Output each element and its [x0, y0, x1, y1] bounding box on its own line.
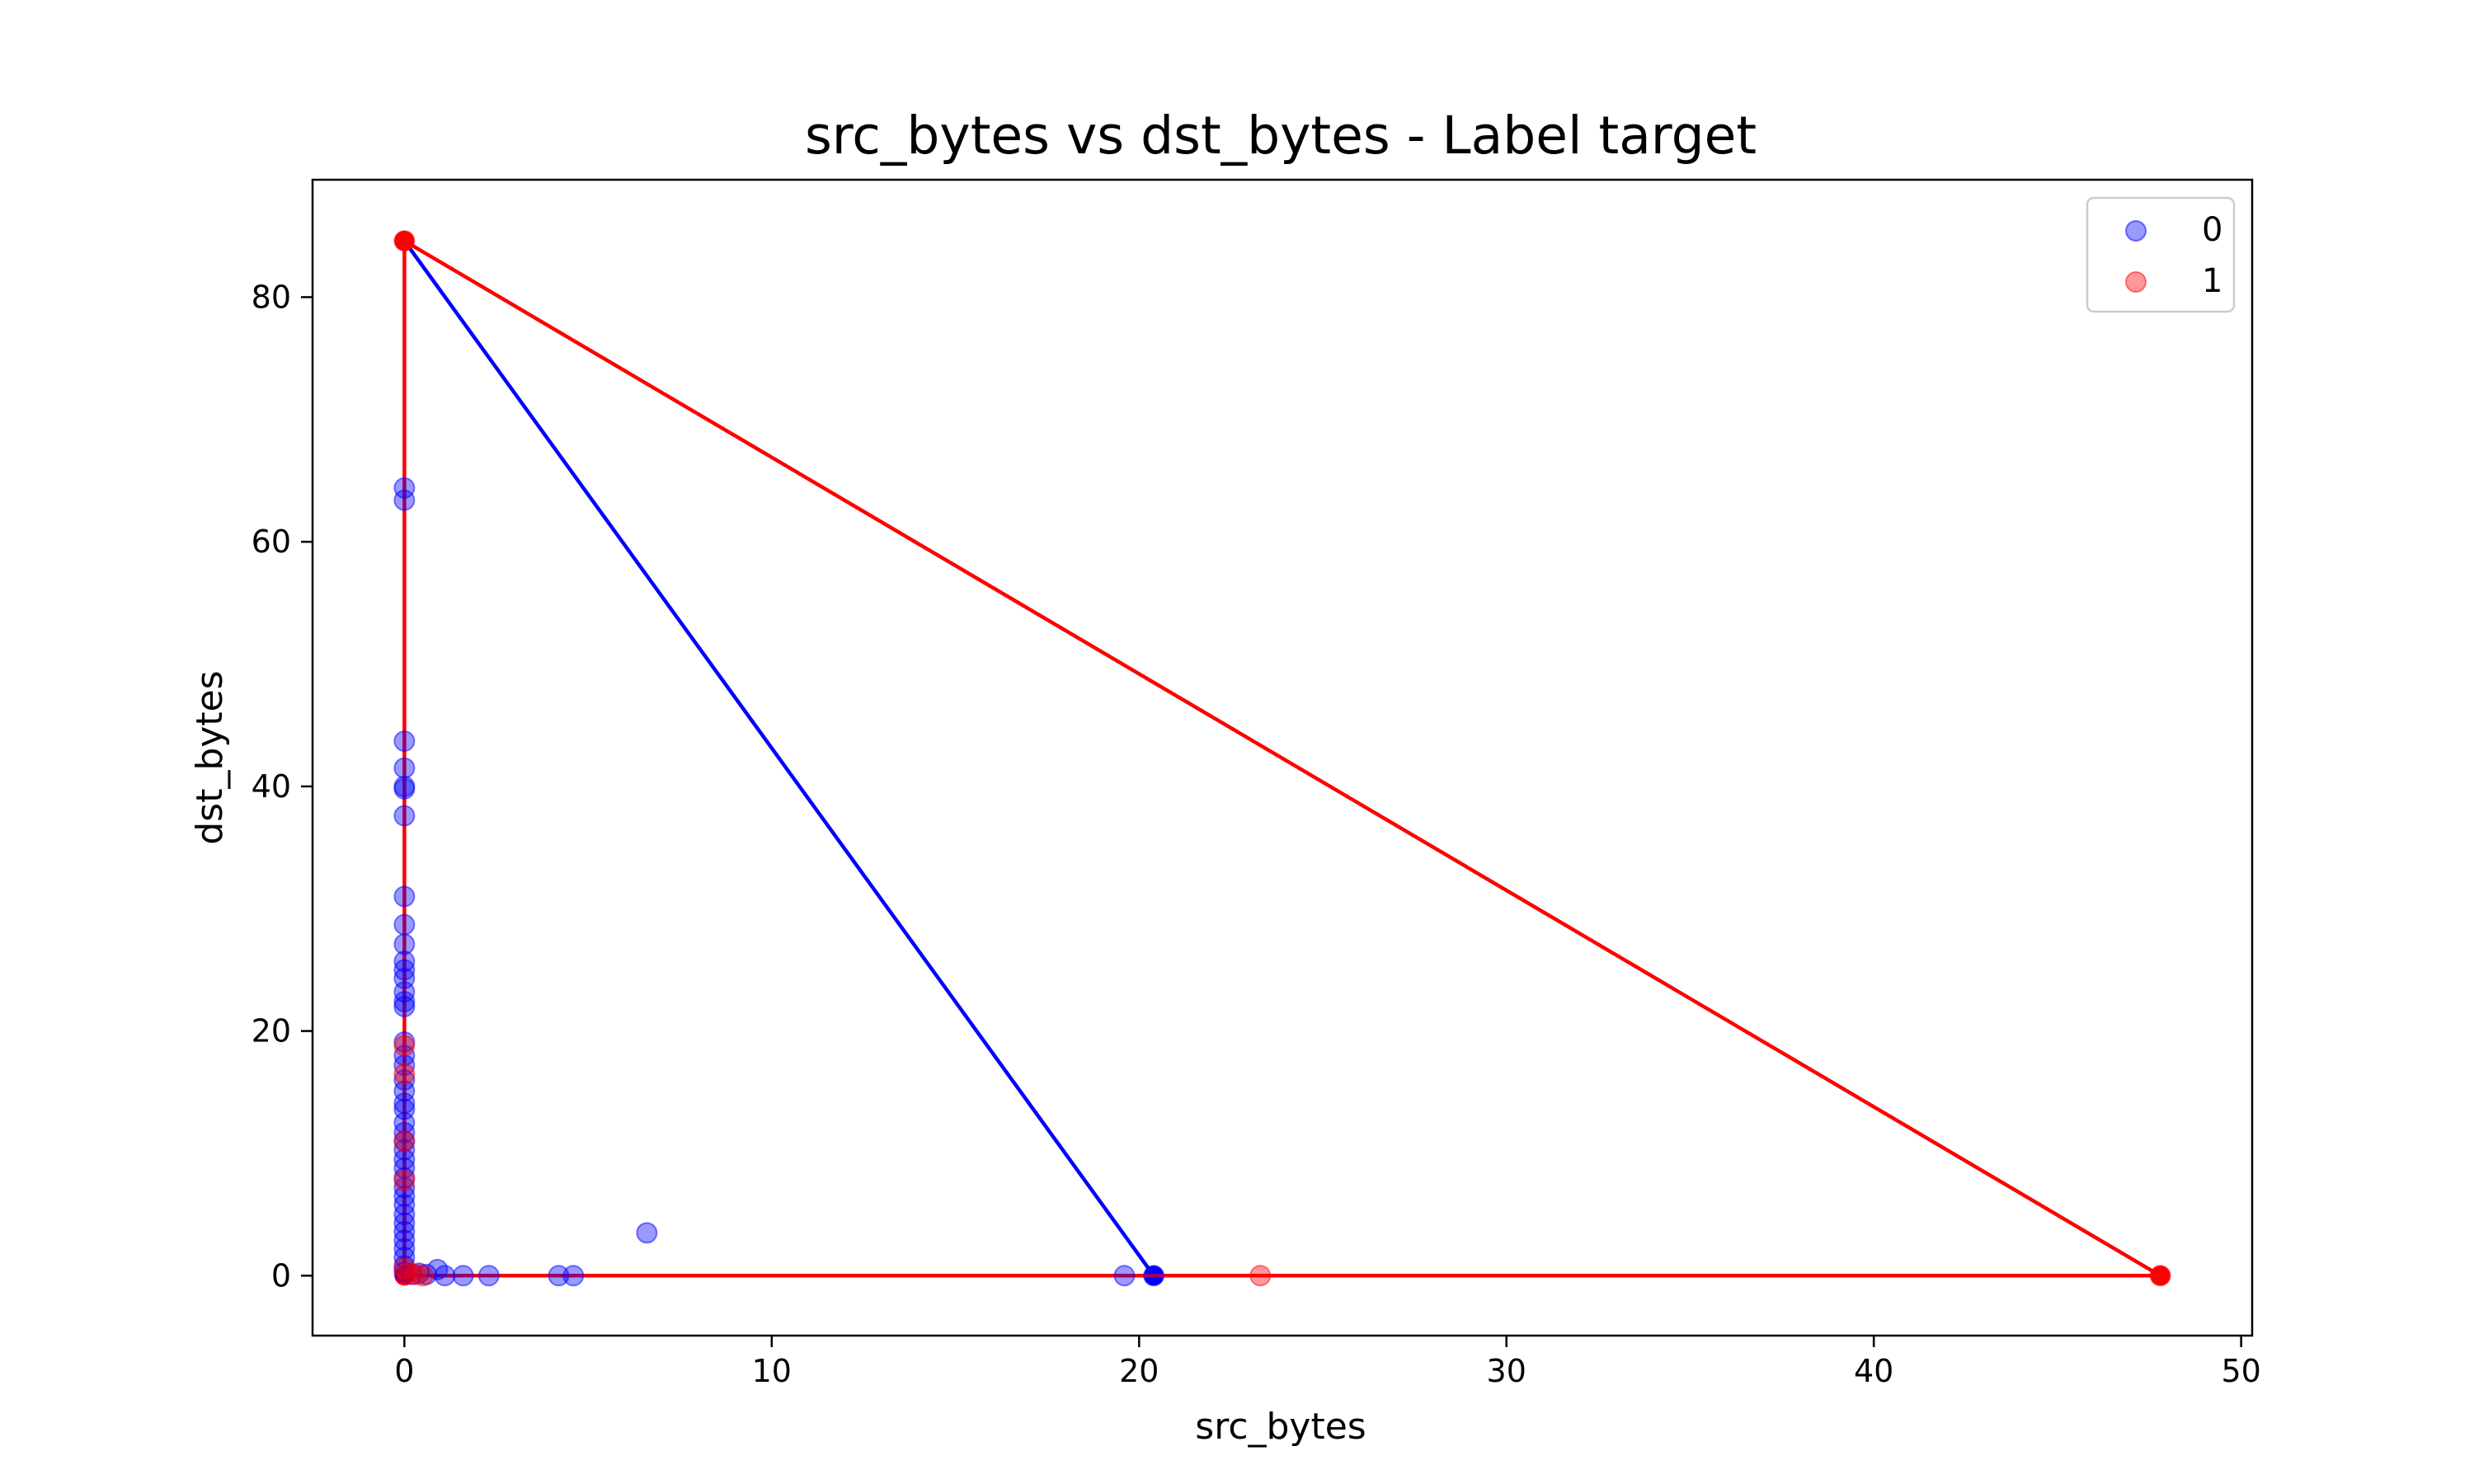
line-vertex-series-1 — [2150, 1266, 2171, 1286]
data-point-series-0 — [393, 1212, 416, 1234]
data-point-series-1 — [404, 1263, 426, 1285]
data-point-series-0 — [393, 1148, 416, 1171]
data-point-series-0 — [393, 951, 416, 973]
y-tick-label: 80 — [252, 279, 291, 315]
x-tick-label: 20 — [1119, 1353, 1159, 1389]
data-point-series-0 — [393, 1176, 416, 1199]
legend: 0 1 — [2086, 196, 2236, 313]
legend-label-0: 0 — [2202, 211, 2222, 249]
series-points — [393, 230, 2171, 1287]
data-point-series-0 — [393, 933, 416, 956]
x-tick-label: 40 — [1854, 1353, 1893, 1389]
data-point-series-0 — [1143, 1265, 1165, 1287]
y-tick-label: 60 — [252, 524, 291, 560]
data-point-series-1 — [393, 1035, 416, 1057]
data-point-series-0 — [477, 1265, 500, 1287]
y-tick-label: 40 — [252, 768, 291, 805]
data-point-series-0 — [452, 1265, 474, 1287]
data-point-series-0 — [393, 1080, 416, 1102]
data-point-series-0 — [393, 1204, 416, 1226]
data-point-series-0 — [393, 757, 416, 779]
data-point-series-1 — [1249, 1265, 1272, 1287]
data-point-series-0 — [393, 1220, 416, 1242]
data-point-series-0 — [393, 885, 416, 908]
data-point-series-1 — [393, 1130, 416, 1153]
data-point-series-0 — [393, 1229, 416, 1252]
series-line-0 — [402, 239, 1155, 1277]
data-point-series-0 — [562, 1265, 585, 1287]
data-point-series-0 — [636, 1222, 658, 1244]
data-point-series-0 — [548, 1265, 570, 1287]
axis-ticks: 0 10 20 30 40 50 0 20 40 60 80 — [252, 279, 2261, 1389]
data-point-series-1 — [2149, 1265, 2171, 1287]
legend-marker-0 — [2125, 220, 2147, 242]
data-point-series-0 — [393, 805, 416, 827]
data-point-series-0 — [393, 489, 416, 511]
x-tick-label: 50 — [2221, 1353, 2260, 1389]
data-point-series-0 — [1113, 1265, 1136, 1287]
data-point-series-0 — [393, 995, 416, 1017]
data-point-series-1 — [393, 230, 416, 252]
x-axis-label: src_bytes — [1195, 1406, 1366, 1448]
chart-title: src_bytes vs dst_bytes - Label target — [805, 106, 1757, 166]
legend-marker-1 — [2125, 271, 2147, 293]
x-tick-label: 10 — [752, 1353, 792, 1389]
data-point-series-0 — [393, 777, 416, 800]
data-point-series-0 — [393, 1068, 416, 1091]
data-point-series-0 — [393, 477, 416, 499]
y-tick-label: 20 — [252, 1013, 291, 1050]
axes-frame — [311, 178, 2254, 1337]
data-point-series-1 — [412, 1265, 434, 1287]
data-point-series-0 — [393, 913, 416, 936]
data-point-series-0 — [434, 1265, 456, 1287]
data-point-series-0 — [393, 1185, 416, 1207]
data-point-series-0 — [393, 1121, 416, 1144]
y-axis-label: dst_bytes — [189, 670, 231, 844]
data-point-series-0 — [393, 990, 416, 1012]
data-point-series-0 — [393, 959, 416, 981]
legend-box — [2086, 196, 2236, 313]
data-point-series-1 — [393, 1169, 416, 1191]
y-tick-label: 0 — [271, 1257, 291, 1294]
legend-label-1: 1 — [2202, 262, 2222, 300]
data-point-series-1 — [393, 1063, 416, 1085]
line-vertex-series-1 — [394, 231, 415, 251]
x-tick-label: 0 — [394, 1353, 414, 1389]
x-tick-label: 30 — [1487, 1353, 1526, 1389]
data-point-series-0 — [393, 730, 416, 752]
